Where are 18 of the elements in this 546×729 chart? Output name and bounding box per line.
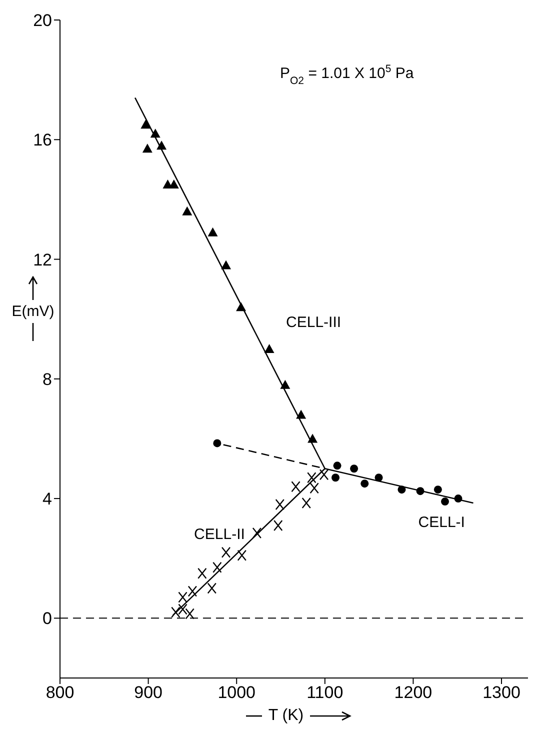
series-label: CELL-III <box>286 314 342 332</box>
y-tick-label: 16 <box>33 130 52 150</box>
annotation: P$_{O2}$ = 1.01 X 10$^{5}$ Pa <box>280 63 414 87</box>
y-tick-label: 12 <box>33 250 52 270</box>
x-tick-label: 1100 <box>306 683 344 702</box>
x-tick-label: 1000 <box>218 683 256 702</box>
x-tick-label: 1300 <box>482 683 520 702</box>
y-tick-label: 8 <box>42 370 52 389</box>
y-tick-label: 0 <box>42 609 52 628</box>
x-tick-label: 800 <box>46 683 74 702</box>
y-axis-title: E(mV) <box>12 303 54 320</box>
series-label: CELL-II <box>194 526 245 543</box>
x-axis-title: T (K) <box>268 707 304 725</box>
y-tick-label: 20 <box>33 11 52 30</box>
y-tick-label: 4 <box>42 490 52 509</box>
x-tick-label: 1200 <box>394 683 432 702</box>
x-tick-label: 900 <box>134 683 162 702</box>
series-label: CELL-I <box>418 514 465 532</box>
